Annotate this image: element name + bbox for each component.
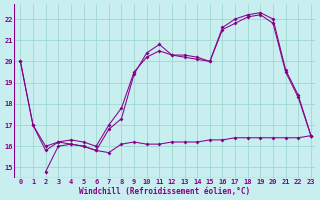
X-axis label: Windchill (Refroidissement éolien,°C): Windchill (Refroidissement éolien,°C) bbox=[79, 187, 250, 196]
